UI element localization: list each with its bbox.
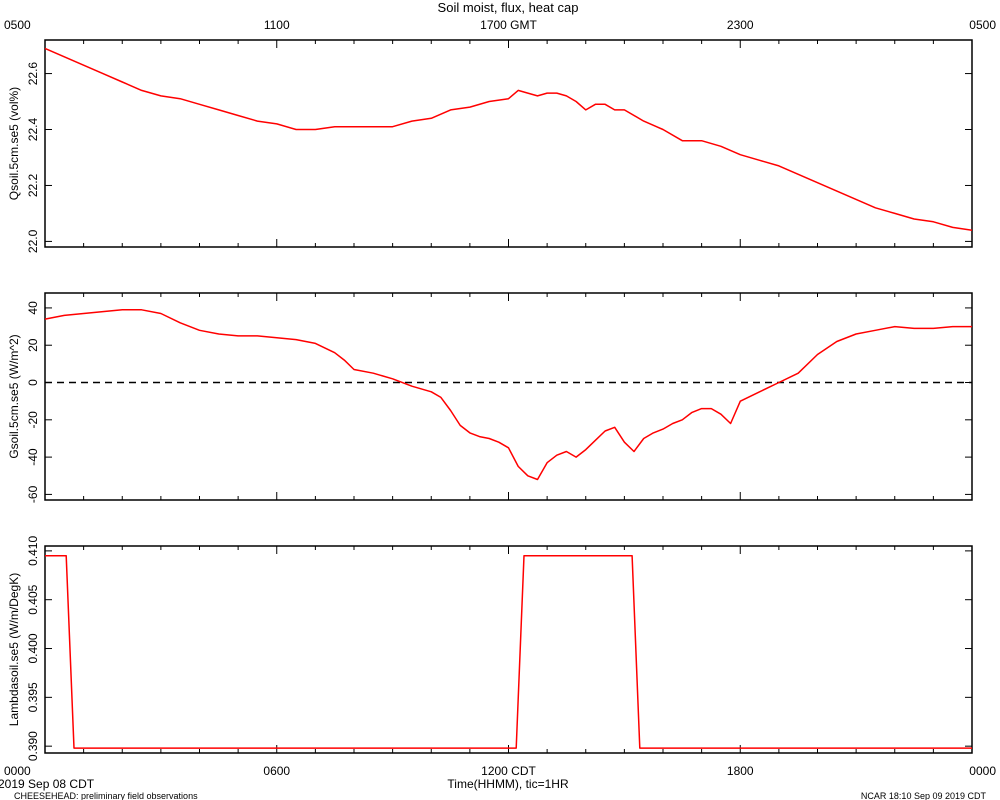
top-tick-label: 1100 xyxy=(264,18,290,32)
bottom-tick-label: 0000 xyxy=(969,764,996,778)
y-axis-label: Lambdasoil.se5 (W/m/DegK) xyxy=(7,573,21,726)
panel-1: 22.0 22.2 22.4 22.6 Qsoil.5cm.se5 (vol%) xyxy=(7,39,973,253)
series-line-2 xyxy=(44,309,972,481)
y-tick-label: 0.410 xyxy=(26,536,40,566)
panel-frame xyxy=(44,545,973,754)
bottom-tick-label: 0600 xyxy=(263,764,290,778)
panel-frame xyxy=(44,39,973,248)
chart-title: Soil moist, flux, heat cap xyxy=(438,0,579,15)
y-tick-label: 22.2 xyxy=(26,173,40,197)
bottom-tick-label: 1200 CDT xyxy=(481,764,536,778)
date-label: 2019 Sep 08 CDT xyxy=(0,777,95,791)
y-tick-label: 22.4 xyxy=(26,118,40,142)
bottom-tick-label: 0000 xyxy=(4,764,31,778)
top-axis-tick-labels: 0500 1100 1700 GMT 2300 0500 xyxy=(4,18,996,32)
top-tick-label: 1700 GMT xyxy=(480,18,537,32)
y-tick-label: 0.405 xyxy=(26,584,40,614)
y-tick-label: 0.390 xyxy=(26,731,40,761)
top-tick-label: 0500 xyxy=(969,18,996,32)
x-axis-label: Time(HHMM), tic=1HR xyxy=(447,777,569,791)
bottom-axis-tick-labels: 0000 0600 1200 CDT 1800 0000 xyxy=(4,764,996,778)
y-tick-label: 40 xyxy=(26,301,40,315)
footer-right: NCAR 18:10 Sep 09 2019 CDT xyxy=(861,791,987,800)
y-tick-label: -60 xyxy=(26,485,40,503)
footer-left: CHEESEHEAD: preliminary field observatio… xyxy=(14,791,198,800)
y-tick-label: 22.0 xyxy=(26,229,40,253)
panel-3: 0.390 0.395 0.400 0.405 0.410 Lambdasoil.se5 … xyxy=(7,536,973,761)
top-tick-label: 0500 xyxy=(4,18,31,32)
panel-2: -60 -40 -20 0 20 40 Gsoil.5cm.se5 (W/m^2) xyxy=(7,292,973,503)
y-tick-label: 22.6 xyxy=(26,62,40,86)
y-tick-label: -20 xyxy=(26,411,40,429)
y-tick-label: -40 xyxy=(26,448,40,466)
bottom-tick-label: 1800 xyxy=(727,764,754,778)
top-tick-label: 2300 xyxy=(727,18,754,32)
y-axis-label: Gsoil.5cm.se5 (W/m^2) xyxy=(7,334,21,458)
series-line-1 xyxy=(44,47,973,231)
y-tick-label: 20 xyxy=(26,338,40,352)
series-line-3 xyxy=(45,555,972,749)
y-axis-label: Qsoil.5cm.se5 (vol%) xyxy=(7,87,21,200)
y-tick-label: 0.395 xyxy=(26,682,40,712)
y-tick-label: 0.400 xyxy=(26,633,40,663)
y-tick-label: 0 xyxy=(26,379,40,386)
